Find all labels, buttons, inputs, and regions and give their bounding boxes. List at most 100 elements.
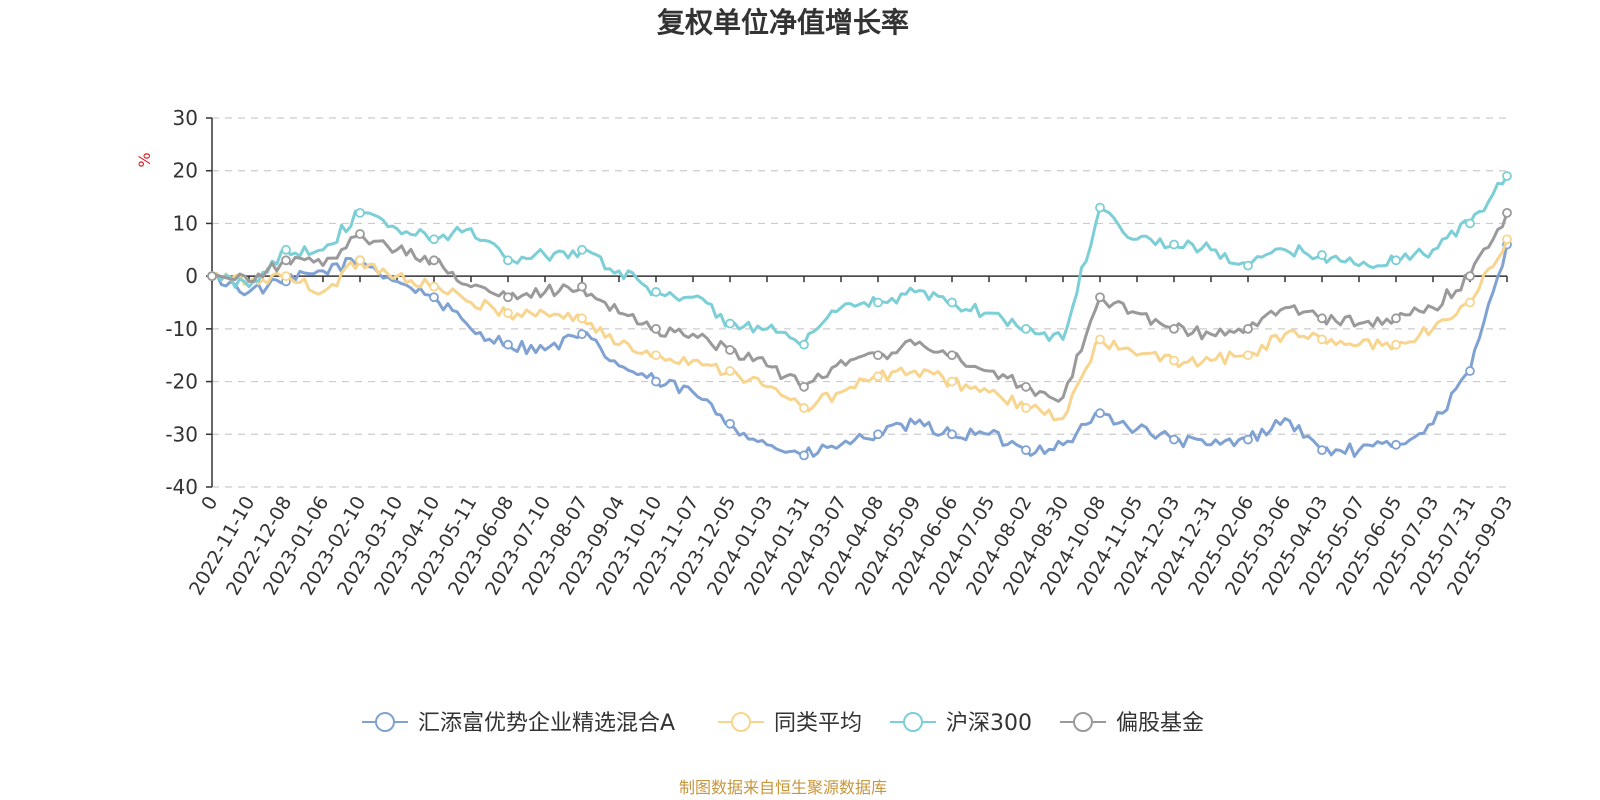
data-point xyxy=(281,255,291,266)
gridlines xyxy=(212,117,1507,488)
data-point xyxy=(1021,381,1031,392)
y-axis-unit: % xyxy=(135,152,154,167)
data-point xyxy=(947,297,957,308)
data-point xyxy=(725,318,735,329)
series-line xyxy=(211,244,1509,458)
y-tick-label: 10 xyxy=(173,211,198,235)
data-point xyxy=(429,292,439,303)
y-tick-label: 0 xyxy=(185,264,198,288)
data-point xyxy=(1391,255,1401,266)
data-point xyxy=(1391,439,1401,450)
series-lines xyxy=(207,171,1512,461)
data-point xyxy=(577,244,587,255)
data-point xyxy=(947,350,957,361)
data-point xyxy=(1465,366,1475,376)
legend-marker-icon xyxy=(375,712,395,732)
data-point xyxy=(1169,434,1179,445)
data-point xyxy=(947,429,957,440)
axes xyxy=(211,118,1507,487)
y-tick-label: -20 xyxy=(165,370,198,394)
y-tick-label: 20 xyxy=(173,159,198,183)
data-point xyxy=(799,339,809,350)
data-point xyxy=(281,244,291,255)
data-point xyxy=(207,271,217,282)
data-point xyxy=(1169,323,1179,334)
data-point xyxy=(651,287,661,297)
legend-item[interactable]: 同类平均 xyxy=(718,711,862,736)
data-point xyxy=(725,418,735,429)
series-line xyxy=(211,212,1509,403)
data-point xyxy=(1243,260,1253,271)
legend-marker-icon xyxy=(903,712,923,732)
data-point xyxy=(1021,323,1031,334)
legend-item[interactable]: 汇添富优势企业精选混合A xyxy=(362,711,675,736)
data-point xyxy=(503,308,513,318)
data-point xyxy=(503,339,513,350)
data-point xyxy=(1391,339,1401,350)
data-point xyxy=(1465,271,1475,282)
data-point xyxy=(1169,355,1179,366)
legend-item[interactable]: 偏股基金 xyxy=(1060,711,1204,736)
legend[interactable]: 汇添富优势企业精选混合A 同类平均 沪深300 偏股基金 xyxy=(362,711,1204,736)
data-point xyxy=(429,234,439,245)
data-point xyxy=(725,345,735,355)
data-point xyxy=(1095,334,1105,345)
x-tick-label: 0 xyxy=(197,493,222,514)
data-point xyxy=(577,329,587,340)
data-point xyxy=(947,376,957,387)
data-point xyxy=(355,255,365,266)
data-point xyxy=(1391,313,1401,324)
series-line xyxy=(211,175,1509,347)
legend-label: 沪深300 xyxy=(946,711,1032,736)
data-point xyxy=(1095,292,1105,303)
y-axis-ticks: 30 20 10 0 -10 -20 -30 -40 xyxy=(165,106,212,499)
data-point xyxy=(1243,434,1253,445)
data-point xyxy=(1095,408,1105,419)
data-source-note: 制图数据来自恒生聚源数据库 xyxy=(679,778,887,797)
data-point xyxy=(725,366,735,376)
data-point xyxy=(1465,218,1475,229)
data-point xyxy=(429,255,439,266)
legend-marker-icon xyxy=(731,712,751,732)
legend-label: 偏股基金 xyxy=(1116,711,1204,736)
data-point xyxy=(873,371,883,382)
data-point xyxy=(651,350,661,361)
data-point xyxy=(1317,250,1327,260)
data-point xyxy=(1021,445,1031,456)
data-point xyxy=(355,207,365,218)
data-point xyxy=(577,313,587,324)
data-point xyxy=(281,271,291,282)
data-point xyxy=(799,403,809,413)
legend-label: 同类平均 xyxy=(774,711,862,736)
data-point xyxy=(1169,239,1179,250)
y-tick-label: -30 xyxy=(165,422,198,446)
data-point xyxy=(1502,171,1512,181)
data-point xyxy=(1317,313,1327,324)
chart-title: 复权单位净值增长率 xyxy=(657,6,909,39)
data-point xyxy=(873,350,883,361)
data-point xyxy=(873,429,883,440)
legend-label: 汇添富优势企业精选混合A xyxy=(418,711,675,736)
y-tick-label: -40 xyxy=(165,475,198,499)
data-point xyxy=(1021,403,1031,413)
data-point xyxy=(1502,207,1512,218)
y-tick-label: -10 xyxy=(165,317,198,341)
data-point xyxy=(1465,297,1475,308)
data-point xyxy=(1243,323,1253,334)
data-point xyxy=(1317,334,1327,345)
legend-item[interactable]: 沪深300 xyxy=(890,711,1032,736)
data-point xyxy=(577,281,587,292)
data-point xyxy=(1502,234,1512,245)
y-tick-label: 30 xyxy=(173,106,198,130)
data-point xyxy=(503,255,513,266)
data-point xyxy=(873,297,883,308)
data-point xyxy=(1095,202,1105,213)
data-point xyxy=(503,292,513,303)
data-point xyxy=(651,323,661,334)
series-line xyxy=(211,238,1509,422)
data-point xyxy=(1243,350,1253,361)
data-point xyxy=(799,450,809,461)
data-point xyxy=(1317,445,1327,456)
x-axis-ticks: 02022-11-102022-12-082023-01-062023-02-1… xyxy=(185,276,1517,599)
